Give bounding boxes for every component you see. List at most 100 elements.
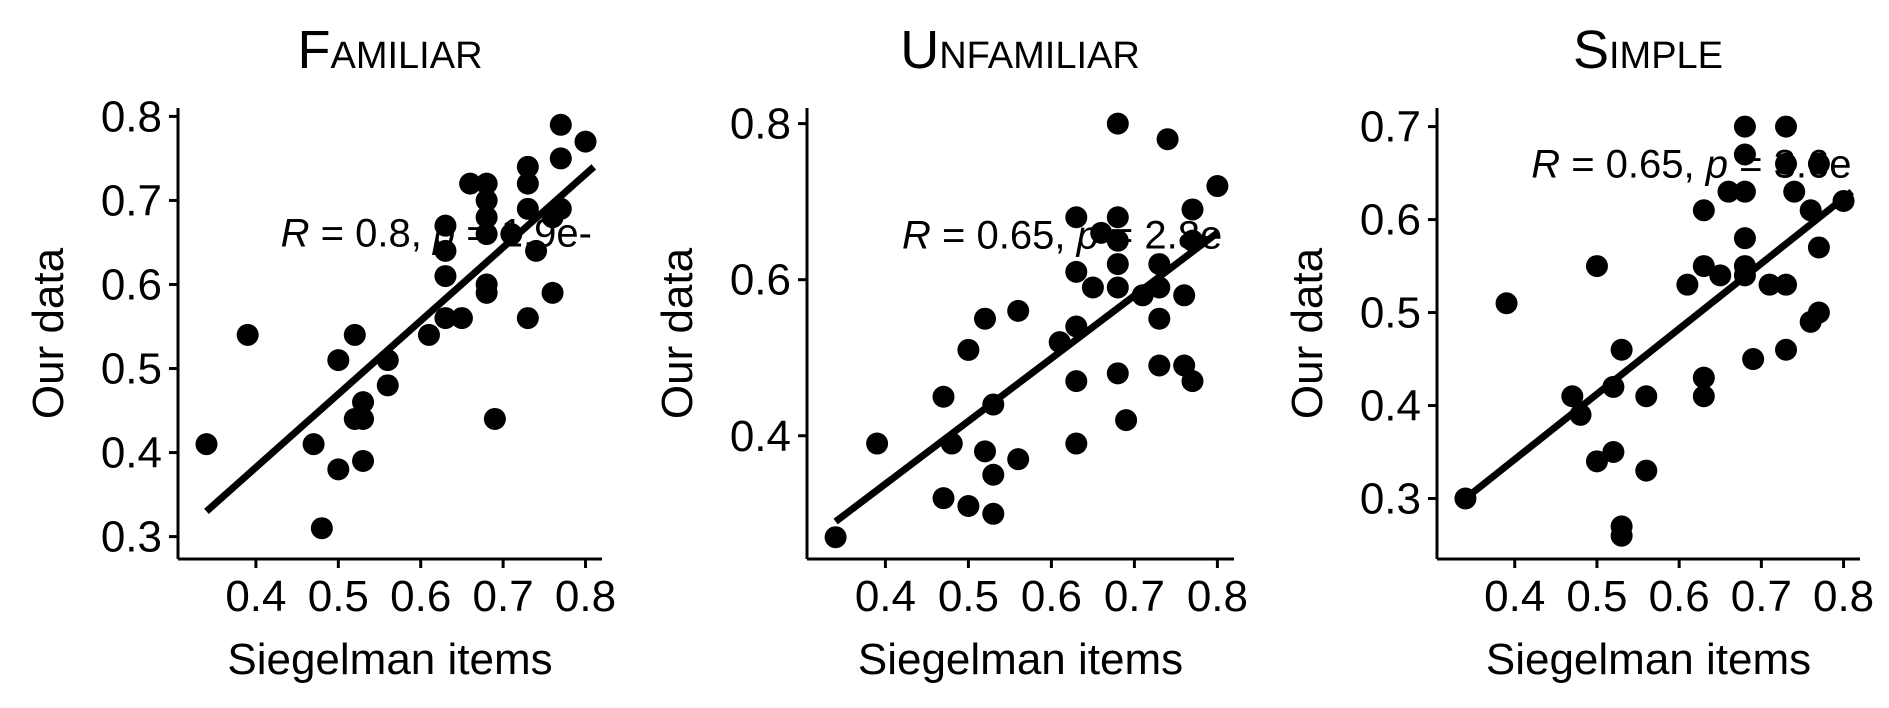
data-point bbox=[236, 323, 259, 346]
data-point bbox=[574, 130, 597, 153]
data-point bbox=[974, 440, 996, 463]
data-point bbox=[1807, 236, 1830, 259]
data-point bbox=[450, 307, 473, 330]
data-point bbox=[541, 281, 564, 304]
panel-1: Familiar 0.3 0.4 0.5 0.6 0.7 0.8 0.4 0.5 0.6 0.7 0.… bbox=[24, 20, 616, 684]
data-point bbox=[1007, 299, 1030, 322]
data-point bbox=[352, 407, 375, 430]
data-point bbox=[549, 113, 572, 136]
data-point bbox=[1775, 338, 1798, 361]
data-point bbox=[516, 307, 539, 330]
data-point bbox=[1115, 409, 1138, 432]
data-point bbox=[1106, 362, 1129, 385]
data-point bbox=[1106, 206, 1129, 229]
data-point bbox=[302, 433, 325, 456]
data-point bbox=[1561, 385, 1584, 408]
data-point bbox=[1733, 180, 1756, 203]
data-point bbox=[343, 323, 366, 346]
data-point bbox=[475, 172, 498, 195]
data-point bbox=[417, 323, 440, 346]
data-point bbox=[434, 214, 457, 237]
y-tick-label: 0.5 bbox=[1360, 289, 1421, 338]
data-point bbox=[1610, 338, 1633, 361]
correlation-annotation: R = 0.65, p = 2.8e bbox=[902, 213, 1222, 257]
regression-line bbox=[1463, 188, 1854, 502]
y-tick-label: 0.6 bbox=[101, 260, 162, 309]
data-point bbox=[459, 172, 482, 195]
data-point bbox=[982, 463, 1005, 486]
data-point bbox=[1635, 385, 1658, 408]
x-tick-label: 0.8 bbox=[1813, 572, 1874, 621]
x-tick-label: 0.5 bbox=[1566, 572, 1627, 621]
data-point bbox=[434, 307, 457, 330]
x-tick-label: 0.6 bbox=[1021, 572, 1082, 621]
data-point bbox=[1585, 255, 1608, 278]
data-point bbox=[1733, 115, 1756, 138]
y-tick-label: 0.8 bbox=[101, 92, 162, 141]
data-point bbox=[525, 239, 548, 262]
regression-line bbox=[833, 230, 1220, 525]
panel-title: Familiar bbox=[297, 20, 482, 80]
data-point bbox=[352, 391, 375, 414]
data-point bbox=[957, 494, 980, 517]
data-point bbox=[352, 449, 375, 472]
x-tick-label: 0.4 bbox=[1484, 572, 1545, 621]
data-point bbox=[376, 374, 399, 397]
plot-area: R = 0.8, p = 1.9e- bbox=[195, 113, 597, 540]
data-point bbox=[932, 487, 955, 510]
data-point bbox=[434, 265, 457, 288]
data-point bbox=[1692, 366, 1715, 389]
data-point bbox=[1733, 143, 1756, 166]
y-axis-label: Our data bbox=[1283, 247, 1332, 419]
data-point bbox=[475, 206, 498, 229]
x-tick-label: 0.7 bbox=[473, 572, 534, 621]
data-point bbox=[1758, 273, 1781, 296]
data-point bbox=[310, 517, 333, 540]
data-point bbox=[1775, 115, 1798, 138]
data-point bbox=[1065, 370, 1088, 393]
x-tick-label: 0.7 bbox=[1104, 572, 1165, 621]
data-point bbox=[957, 338, 980, 361]
x-tick-label: 0.4 bbox=[855, 572, 916, 621]
data-point bbox=[1106, 253, 1129, 276]
data-point bbox=[1742, 348, 1765, 371]
data-point bbox=[1090, 221, 1113, 244]
data-point bbox=[982, 502, 1005, 525]
data-point bbox=[475, 281, 498, 304]
data-point bbox=[475, 223, 498, 246]
x-tick-label: 0.5 bbox=[308, 572, 369, 621]
data-point bbox=[1106, 276, 1129, 299]
data-point bbox=[1692, 385, 1715, 408]
data-point bbox=[516, 197, 539, 220]
y-tick-label: 0.4 bbox=[101, 429, 162, 478]
x-axis-label: Siegelman items bbox=[1486, 635, 1811, 684]
data-point bbox=[1081, 276, 1104, 299]
data-point bbox=[1807, 152, 1830, 175]
data-point bbox=[1585, 450, 1608, 473]
x-tick-label: 0.7 bbox=[1731, 572, 1792, 621]
data-point bbox=[1692, 199, 1715, 222]
data-point bbox=[1106, 112, 1129, 135]
data-point bbox=[1065, 432, 1088, 455]
data-point bbox=[434, 239, 457, 262]
y-tick-label: 0.5 bbox=[101, 345, 162, 394]
data-point bbox=[1676, 273, 1699, 296]
plot-area: R = 0.65, p = 3.6e bbox=[1454, 115, 1855, 547]
data-point bbox=[1065, 260, 1088, 283]
data-point bbox=[1709, 264, 1732, 287]
data-point bbox=[1717, 180, 1740, 203]
plot-area: R = 0.65, p = 2.8e bbox=[824, 112, 1229, 549]
data-point bbox=[974, 307, 996, 330]
data-point bbox=[1106, 229, 1129, 252]
correlation-annotation: R = 0.65, p = 3.6e bbox=[1531, 143, 1851, 187]
panel-title: Simple bbox=[1573, 20, 1723, 80]
data-point bbox=[1807, 301, 1830, 324]
y-tick-label: 0.6 bbox=[1360, 196, 1421, 245]
data-point bbox=[866, 432, 889, 455]
data-point bbox=[1733, 227, 1756, 250]
y-tick-label: 0.4 bbox=[730, 412, 791, 461]
panel-3: Simple 0.3 0.4 0.5 0.6 0.7 0.4 0.5 0.6 0.7 0.8Sieg… bbox=[1283, 20, 1874, 684]
data-point bbox=[549, 147, 572, 170]
x-tick-label: 0.8 bbox=[1187, 572, 1248, 621]
